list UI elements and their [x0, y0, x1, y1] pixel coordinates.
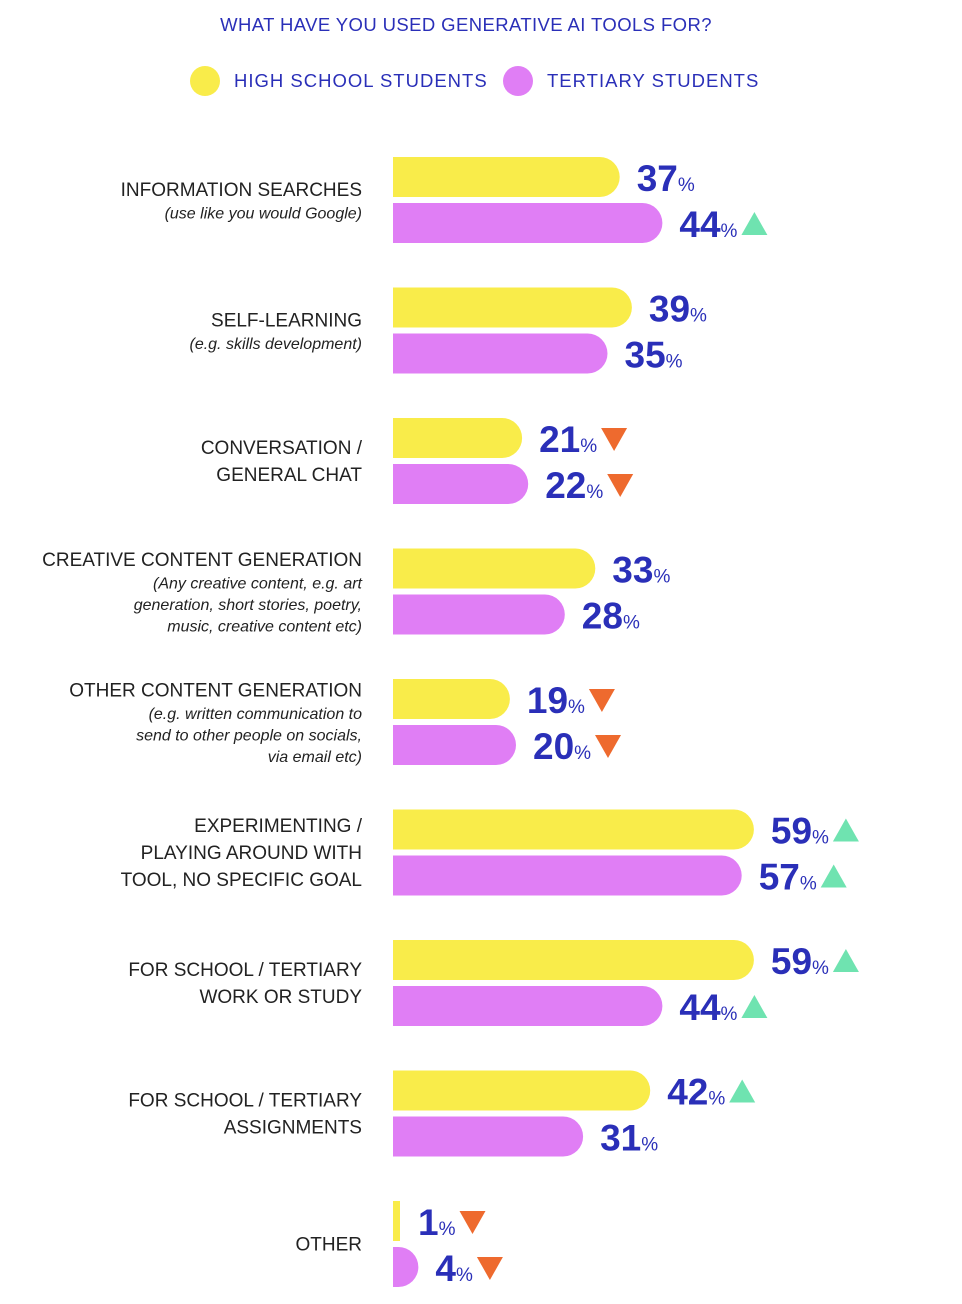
category-note: (e.g. written communication to: [149, 706, 363, 723]
value-label: 35%: [625, 335, 683, 376]
trend-up-icon: [729, 1079, 756, 1103]
bar-high-school: [393, 809, 754, 850]
value-label: 44%: [679, 987, 737, 1028]
legend-label-tertiary: TERTIARY STUDENTS: [547, 70, 760, 91]
category-label: FOR SCHOOL / TERTIARY: [128, 1091, 362, 1112]
value-label: 22%: [545, 465, 603, 506]
trend-down-icon: [476, 1257, 503, 1280]
category-note: via email etc): [268, 749, 362, 766]
trend-up-icon: [832, 818, 859, 842]
trend-down-icon: [588, 689, 615, 712]
category-note: (Any creative content, e.g. art: [153, 575, 363, 592]
value-label: 19%: [527, 680, 585, 721]
category-label: PLAYING AROUND WITH: [141, 843, 362, 864]
trend-down-icon: [607, 474, 634, 497]
trend-up-icon: [741, 995, 768, 1018]
bar-tertiary: [393, 464, 529, 504]
category-label: OTHER CONTENT GENERATION: [69, 680, 362, 701]
value-label: 31%: [600, 1118, 658, 1159]
bar-high-school: [393, 1070, 651, 1111]
category-note: (use like you would Google): [165, 205, 362, 222]
bar-high-school: [393, 548, 596, 589]
trend-down-icon: [601, 428, 628, 451]
trend-up-icon: [832, 949, 859, 972]
category-label: TOOL, NO SPECIFIC GOAL: [121, 870, 362, 891]
legend-swatch-purple: [503, 66, 533, 96]
category-note: generation, short stories, poetry,: [134, 597, 362, 614]
bar-tertiary: [393, 725, 516, 765]
value-label: 59%: [771, 941, 829, 982]
bar-high-school: [393, 679, 510, 719]
value-label: 42%: [667, 1072, 725, 1113]
category-note: music, creative content etc): [167, 618, 362, 635]
value-label: 20%: [533, 726, 591, 767]
category-label: CREATIVE CONTENT GENERATION: [42, 550, 362, 571]
legend-item-tertiary: TERTIARY STUDENTS: [503, 64, 759, 98]
bar-tertiary: [393, 203, 663, 243]
bar-tertiary: [393, 1247, 419, 1287]
chart-title: WHAT HAVE YOU USED GENERATIVE AI TOOLS F…: [220, 14, 712, 35]
category-label: OTHER: [296, 1235, 363, 1256]
value-label: 33%: [612, 550, 670, 591]
value-label: 37%: [637, 158, 695, 199]
bar-tertiary: [393, 333, 608, 374]
bar-tertiary: [393, 594, 565, 635]
trend-up-icon: [741, 212, 768, 235]
bar-high-school: [393, 1201, 400, 1241]
value-label: 4%: [435, 1248, 473, 1289]
legend-label-high-school: HIGH SCHOOL STUDENTS: [234, 70, 488, 91]
value-label: 59%: [771, 811, 829, 852]
legend-swatch-yellow: [190, 66, 220, 96]
category-note: (e.g. skills development): [189, 336, 362, 353]
category-label: INFORMATION SEARCHES: [121, 180, 362, 201]
value-label: 21%: [539, 419, 597, 460]
bar-high-school: [393, 157, 620, 197]
category-label: EXPERIMENTING /: [194, 816, 363, 837]
bar-high-school: [393, 940, 754, 980]
value-label: 57%: [759, 857, 817, 898]
trend-up-icon: [820, 864, 847, 888]
trend-down-icon: [595, 735, 621, 758]
trend-down-icon: [459, 1211, 486, 1234]
legend-item-high-school: HIGH SCHOOL STUDENTS: [190, 64, 488, 98]
category-label: ASSIGNMENTS: [224, 1118, 362, 1139]
category-note: send to other people on socials,: [136, 727, 362, 744]
bar-tertiary: [393, 986, 663, 1026]
bar-high-school: [393, 418, 523, 458]
bar-tertiary: [393, 1116, 584, 1157]
value-label: 1%: [418, 1202, 456, 1243]
category-label: SELF-LEARNING: [211, 310, 362, 331]
category-label: GENERAL CHAT: [216, 465, 362, 486]
bar-high-school: [393, 287, 632, 328]
value-label: 39%: [649, 289, 707, 330]
category-label: CONVERSATION /: [201, 438, 363, 459]
category-label: WORK OR STUDY: [199, 987, 362, 1008]
category-label: FOR SCHOOL / TERTIARY: [128, 960, 362, 981]
value-label: 44%: [679, 204, 737, 245]
value-label: 28%: [582, 596, 640, 637]
bar-tertiary: [393, 855, 742, 896]
